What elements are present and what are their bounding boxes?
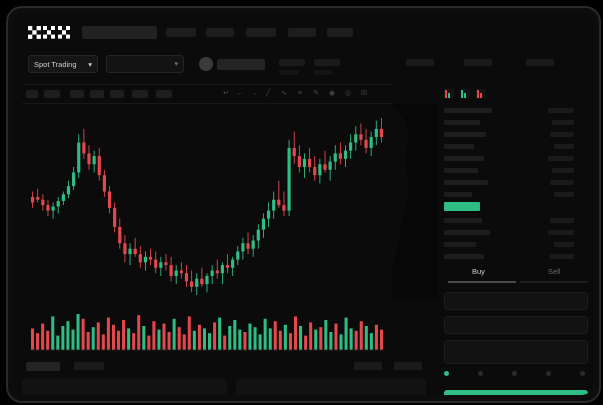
- slider-step-0[interactable]: [444, 371, 449, 376]
- timeframe-chip-2[interactable]: [44, 90, 60, 98]
- chart-footer: [22, 359, 422, 373]
- chevron-down-icon: ▾: [174, 61, 178, 68]
- market-stat-2: [314, 59, 340, 66]
- top-search-box[interactable]: [82, 26, 157, 39]
- slider-step-25[interactable]: [478, 371, 483, 376]
- slider-step-50[interactable]: [512, 371, 517, 376]
- timeframe-chip-3[interactable]: [70, 90, 84, 98]
- orderbook-row-value: [554, 242, 574, 247]
- market-stat-3: [406, 59, 434, 66]
- trade-mode-select[interactable]: Spot Trading ▾: [28, 55, 98, 73]
- orderbook-row-value: [554, 144, 574, 149]
- top-navigation-bar: [14, 14, 593, 48]
- tab-sell-underline: [520, 281, 588, 283]
- market-header-bar: Spot Trading ▾ ▾: [14, 48, 593, 82]
- orderbook-bids-icon[interactable]: [460, 89, 470, 99]
- orderbook-both-icon[interactable]: [444, 89, 454, 99]
- order-amount-field[interactable]: [444, 316, 588, 334]
- chart-footer-chip-1[interactable]: [354, 362, 382, 370]
- timeframe-chip-1[interactable]: [26, 90, 38, 98]
- orderbook-view-tabs: [444, 88, 486, 100]
- pair-search-input[interactable]: ▾: [106, 55, 184, 73]
- timeframe-chip-4[interactable]: [90, 90, 104, 98]
- text-icon[interactable]: ≡: [297, 90, 303, 97]
- orderbook-row-value: [550, 254, 574, 259]
- orderbook-row-value: [554, 192, 574, 197]
- orderbook-row[interactable]: [444, 218, 482, 223]
- trash-icon[interactable]: ☒: [360, 90, 368, 97]
- tab-sell[interactable]: Sell: [548, 267, 561, 276]
- price-chart[interactable]: [22, 104, 392, 309]
- okx-logo-icon[interactable]: [28, 26, 70, 39]
- chart-footer-chip-2[interactable]: [394, 362, 422, 370]
- orderbook-panel: Buy Sell: [438, 82, 593, 395]
- timeframe-chip-5[interactable]: [110, 90, 124, 98]
- orderbook-row-value: [550, 180, 574, 185]
- volume-chart: [22, 310, 392, 358]
- order-price-field[interactable]: [444, 292, 588, 310]
- pair-name-label: [217, 59, 265, 70]
- timeframe-chip-6[interactable]: [132, 90, 148, 98]
- trade-mode-label: Spot Trading: [34, 59, 77, 69]
- nav-item-3[interactable]: [246, 28, 276, 37]
- orderbook-row[interactable]: [444, 132, 486, 137]
- coin-avatar: [199, 57, 213, 71]
- orderbook-mid-price: [444, 202, 480, 211]
- orderbook-row-value: [552, 168, 574, 173]
- market-stat-4: [464, 59, 492, 66]
- market-stat-2-sub: [314, 70, 332, 75]
- chart-overlay-artifact: [392, 104, 440, 299]
- lock-icon[interactable]: ◎: [344, 90, 352, 97]
- orderbook-row[interactable]: [444, 108, 492, 113]
- orderbook-row[interactable]: [444, 242, 476, 247]
- nav-item-2[interactable]: [206, 28, 234, 37]
- orderbook-row[interactable]: [444, 120, 480, 125]
- undo-icon[interactable]: ←: [236, 90, 244, 97]
- orderbook-row[interactable]: [444, 192, 472, 197]
- market-stat-5: [526, 59, 554, 66]
- bottom-panel-left: [22, 379, 227, 395]
- orderbook-row[interactable]: [444, 144, 474, 149]
- nav-item-5[interactable]: [327, 28, 353, 37]
- orderbook-row-value: [548, 156, 574, 161]
- tab-buy-underline: [448, 281, 516, 283]
- tab-buy[interactable]: Buy: [472, 267, 485, 276]
- slider-step-75[interactable]: [546, 371, 551, 376]
- chart-tab-active[interactable]: [26, 362, 60, 371]
- cursor-icon[interactable]: ↵: [223, 90, 229, 97]
- eye-icon[interactable]: ◉: [328, 90, 336, 97]
- chevron-down-icon: ▾: [88, 59, 92, 69]
- orderbook-row[interactable]: [444, 230, 490, 235]
- brush-icon[interactable]: ✎: [313, 90, 319, 97]
- orderbook-row-value: [548, 108, 574, 113]
- buy-sell-tabs: Buy Sell: [444, 267, 588, 283]
- redo-icon[interactable]: →: [250, 90, 258, 97]
- orderbook-row[interactable]: [444, 254, 484, 259]
- nav-item-4[interactable]: [288, 28, 316, 37]
- amount-slider[interactable]: [444, 370, 588, 378]
- buy-button[interactable]: [444, 390, 588, 395]
- orderbook-row-value: [550, 218, 574, 223]
- orderbook-row-value: [548, 230, 574, 235]
- chart-toolbar: ↵ ← → ╱ ∿ ≡ ✎ ◉ ◎ ☒: [22, 84, 392, 104]
- orderbook-row[interactable]: [444, 180, 488, 185]
- market-stat-1-sub: [279, 70, 299, 75]
- timeframe-chip-7[interactable]: [156, 90, 172, 98]
- app-screen: Spot Trading ▾ ▾ ↵ ←: [14, 14, 593, 395]
- tablet-device-frame: Spot Trading ▾ ▾ ↵ ←: [6, 6, 601, 403]
- slider-step-100[interactable]: [580, 371, 585, 376]
- nav-item-1[interactable]: [166, 28, 196, 37]
- orderbook-row[interactable]: [444, 168, 478, 173]
- orderbook-row-value: [550, 132, 574, 137]
- orderbook-row-value: [552, 120, 574, 125]
- bottom-panel-right: [236, 379, 426, 395]
- market-stat-1: [279, 59, 305, 66]
- wave-icon[interactable]: ∿: [281, 90, 287, 97]
- orderbook-asks-icon[interactable]: [476, 89, 486, 99]
- trendline-icon[interactable]: ╱: [265, 90, 271, 97]
- chart-tab-2[interactable]: [74, 362, 104, 370]
- order-total-field[interactable]: [444, 340, 588, 364]
- orderbook-row[interactable]: [444, 156, 484, 161]
